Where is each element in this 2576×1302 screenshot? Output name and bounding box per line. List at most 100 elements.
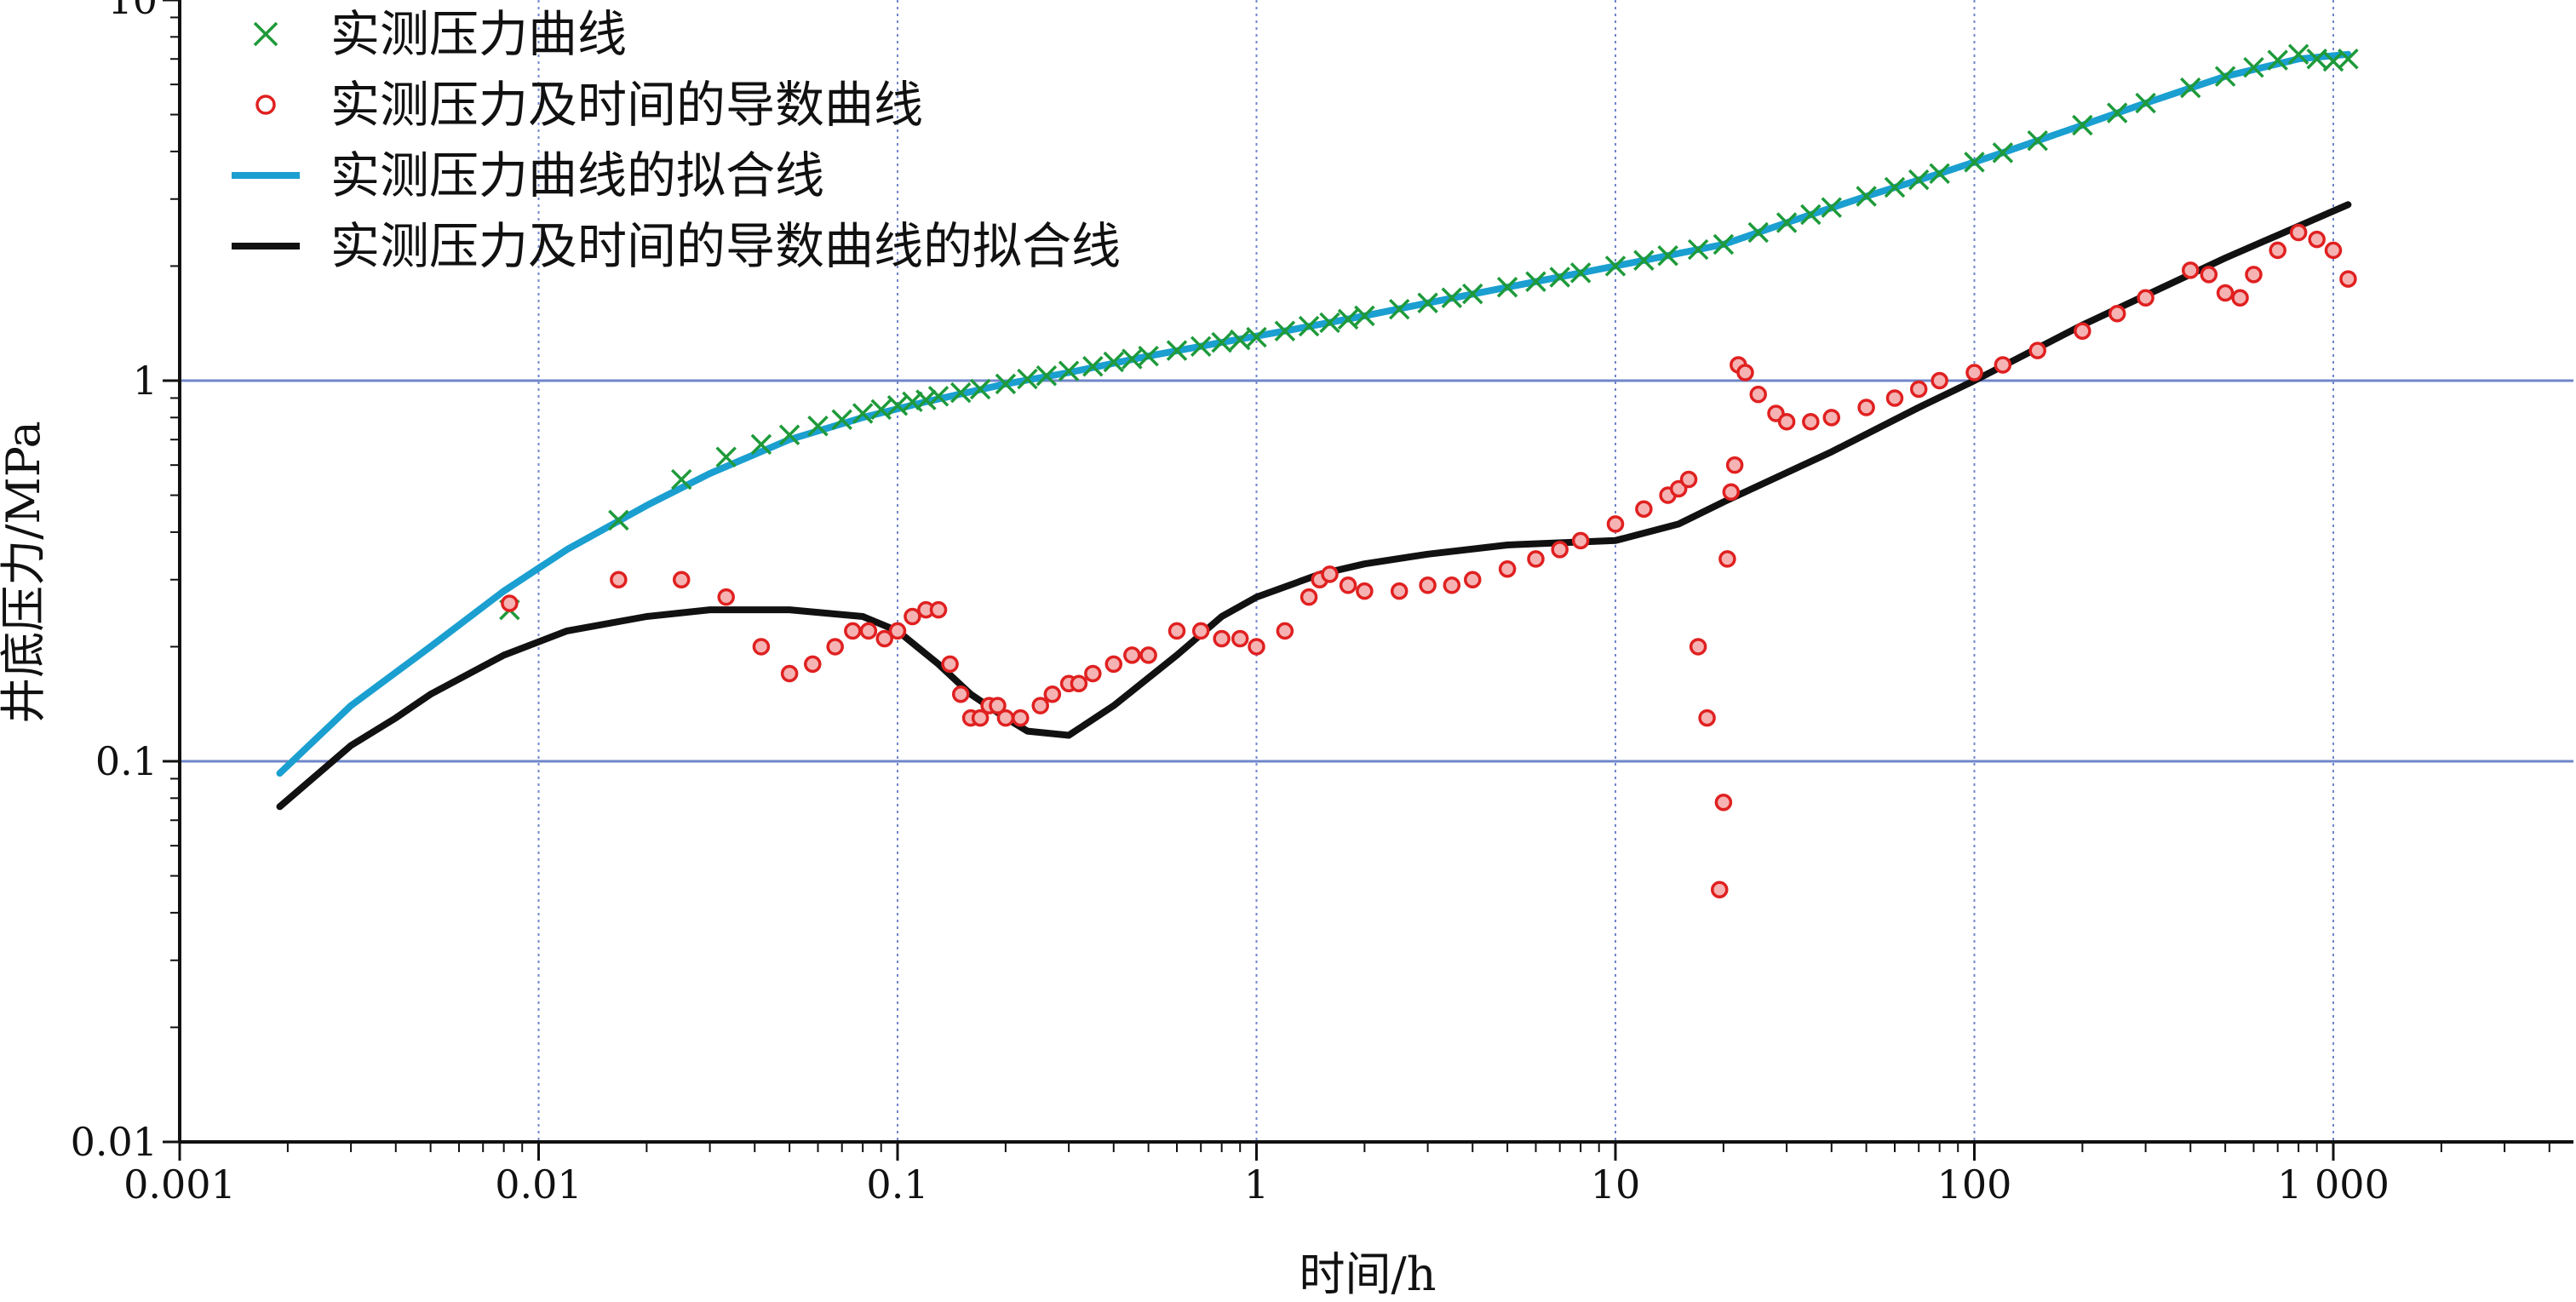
series-line [276, 50, 2352, 777]
data-point [1929, 163, 1950, 185]
data-point [2243, 56, 2264, 78]
data-point [1337, 308, 1359, 330]
data-point [1885, 389, 1904, 407]
data-point [608, 509, 629, 531]
data-point [971, 708, 990, 727]
data-point [1123, 646, 1141, 664]
data-point [2108, 305, 2126, 323]
data-point [1388, 298, 1410, 320]
data-point [1274, 320, 1296, 341]
data-point [1633, 250, 1655, 271]
data-point [1017, 368, 1038, 390]
data-point [1800, 204, 1822, 226]
data-point [1713, 233, 1735, 255]
data-point [1571, 531, 1590, 550]
data-point [1496, 277, 1518, 298]
data-point [1549, 267, 1570, 288]
data-point [1299, 588, 1318, 606]
data-point [969, 378, 991, 400]
data-point [1777, 412, 1796, 431]
series-3 [276, 50, 2352, 777]
data-point [1714, 793, 1733, 812]
legend-swatch [253, 21, 278, 47]
series-2 [501, 223, 2357, 898]
data-point [950, 381, 972, 404]
legend-label: 实测压力曲线的拟合线 [330, 146, 824, 204]
data-point [2339, 270, 2357, 288]
series-line [276, 201, 2352, 811]
data-point [1103, 351, 1125, 373]
data-point [1657, 244, 1678, 267]
data-point [1043, 685, 1062, 703]
data-point [2308, 230, 2326, 249]
data-point [2028, 341, 2046, 359]
x-axis-title: 时间/h [1299, 1248, 1437, 1301]
data-point [2027, 129, 2048, 152]
data-point [610, 571, 628, 588]
data-point [1464, 571, 1482, 588]
data-point [2137, 289, 2154, 307]
data-point [2287, 43, 2309, 66]
data-point [1419, 576, 1437, 594]
data-point [1084, 664, 1102, 683]
data-point [1679, 470, 1698, 489]
data-point [1231, 629, 1249, 648]
data-point [1725, 456, 1744, 474]
data-point [996, 708, 1015, 727]
data-point [1012, 708, 1030, 727]
data-point [1211, 331, 1232, 353]
data-point [904, 607, 921, 626]
data-point [2200, 266, 2218, 284]
data-point [1168, 622, 1186, 640]
data-point [1992, 142, 2014, 163]
legend-item: 实测压力曲线 [253, 5, 627, 63]
data-point [1698, 708, 1716, 727]
data-point [2072, 114, 2093, 136]
data-point [995, 373, 1017, 395]
x-tick-label: 100 [1937, 1161, 2012, 1207]
data-point [1964, 152, 1985, 173]
data-point [1635, 500, 1653, 518]
data-point [1525, 271, 1546, 292]
data-point [670, 468, 692, 490]
data-point [1138, 345, 1159, 367]
data-point [1276, 622, 1294, 640]
data-point [1190, 336, 1212, 358]
data-point [989, 697, 1007, 714]
data-point [1229, 329, 1251, 351]
axes [178, 0, 2573, 1144]
data-point [2289, 223, 2308, 242]
data-point [1104, 655, 1123, 674]
data-point [1689, 638, 1707, 656]
grid-lines [180, 0, 2573, 1142]
legend-label: 实测压力曲线 [330, 5, 627, 63]
data-point [1994, 356, 2012, 374]
legend-item: 实测压力及时间的导数曲线 [255, 76, 923, 134]
data-point [1747, 221, 1769, 244]
data-point [1722, 483, 1741, 501]
data-point [875, 629, 893, 648]
data-point [927, 386, 950, 407]
data-point [951, 685, 970, 703]
data-point [1736, 364, 1754, 381]
data-point [1248, 638, 1265, 656]
data-point [1166, 340, 1188, 361]
series-1 [499, 43, 2359, 621]
series-layer [276, 43, 2359, 898]
data-point [1802, 412, 1820, 431]
data-point [1462, 283, 1483, 305]
data-point [1298, 315, 1320, 337]
data-point [1822, 409, 1841, 427]
data-point [672, 571, 691, 588]
data-point [1569, 262, 1592, 284]
data-point [1710, 880, 1729, 898]
data-point [1749, 385, 1767, 404]
legend: 实测压力曲线实测压力及时间的导数曲线实测压力曲线的拟合线实测压力及时间的导数曲线… [232, 5, 1121, 275]
data-point [1884, 176, 1906, 198]
y-axis-title: 井底压力/MPa [0, 421, 50, 724]
data-point [2231, 289, 2249, 307]
data-point [2214, 66, 2236, 87]
data-point [1443, 576, 1461, 594]
data-point [1321, 565, 1339, 583]
